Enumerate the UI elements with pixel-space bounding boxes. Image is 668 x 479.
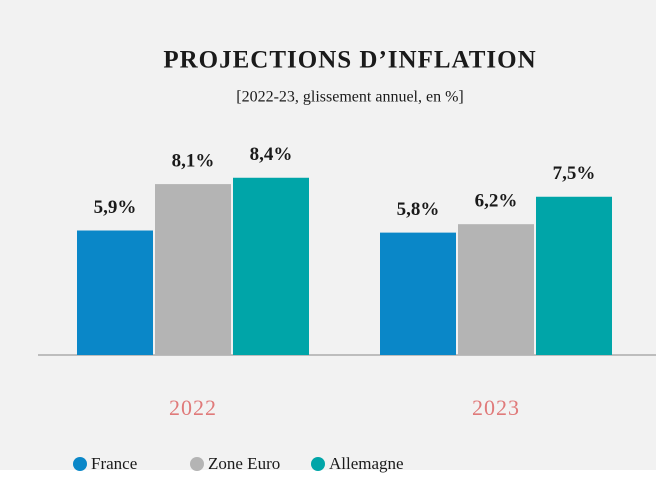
chart-subtitle: [2022-23, glissement annuel, en %] [236,89,464,106]
x-tick-label: 2022 [169,395,217,420]
chart-title: PROJECTIONS D’INFLATION [163,47,536,74]
legend-marker [311,457,325,471]
legend-marker [73,457,87,471]
legend-label: Zone Euro [208,454,280,473]
bar [233,177,309,355]
data-label: 6,2% [475,191,518,212]
legend-label: Allemagne [329,454,404,473]
bar [380,232,456,355]
legend-marker [190,457,204,471]
legend-label: France [91,454,137,473]
bar [458,224,534,355]
data-label: 7,5% [553,163,596,184]
data-label: 5,8% [397,199,440,220]
bar [536,196,612,355]
bar [155,184,231,355]
data-label: 8,1% [172,150,215,171]
data-label: 8,4% [250,144,293,165]
data-label: 5,9% [94,197,137,218]
bar [77,230,153,355]
x-tick-label: 2023 [472,395,520,420]
